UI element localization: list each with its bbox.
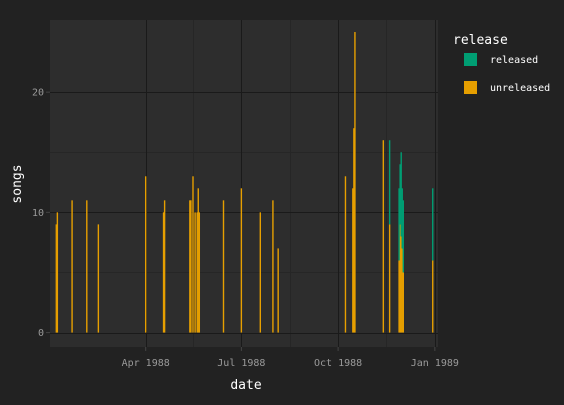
bar-unreleased <box>145 176 146 332</box>
bar-released <box>432 188 433 260</box>
plot-panel <box>50 20 438 347</box>
legend-title: release <box>453 33 508 48</box>
bar-unreleased <box>432 260 433 332</box>
x-tick-label: Apr 1988 <box>122 358 170 369</box>
x-axis-title: date <box>230 378 261 393</box>
bar-unreleased <box>199 212 200 332</box>
y-axis: 0 10 20 <box>32 88 50 339</box>
bar-unreleased <box>192 176 193 332</box>
bar-unreleased <box>272 200 273 332</box>
legend: release released unreleased <box>453 33 550 94</box>
bar-unreleased <box>98 224 99 332</box>
x-tick-label: Jul 1988 <box>217 358 265 369</box>
bar-unreleased <box>403 272 404 332</box>
y-axis-title: songs <box>10 164 25 203</box>
bar-unreleased <box>223 200 224 332</box>
legend-label-released: released <box>490 55 538 66</box>
x-tick-label: Jan 1989 <box>411 358 459 369</box>
y-tick-label: 10 <box>32 208 44 219</box>
bar-unreleased <box>86 200 87 332</box>
bar-unreleased <box>389 224 390 332</box>
y-tick-label: 20 <box>32 88 44 99</box>
x-tick-label: Oct 1988 <box>314 358 362 369</box>
bar-unreleased <box>71 200 72 332</box>
legend-swatch-unreleased <box>464 81 477 94</box>
bar-unreleased <box>241 188 242 332</box>
bar-unreleased <box>354 32 355 333</box>
bar-released <box>389 140 390 224</box>
bar-unreleased <box>164 200 165 332</box>
bar-released <box>403 200 404 272</box>
y-tick-label: 0 <box>38 328 44 339</box>
bar-unreleased <box>260 212 261 332</box>
legend-label-unreleased: unreleased <box>490 83 550 94</box>
bar-unreleased <box>194 212 195 332</box>
bar-unreleased <box>383 140 384 332</box>
bar-unreleased <box>345 176 346 332</box>
legend-swatch-released <box>464 53 477 66</box>
bar-unreleased <box>57 212 58 332</box>
bar-unreleased <box>277 248 278 332</box>
x-axis: Apr 1988 Jul 1988 Oct 1988 Jan 1989 <box>122 347 459 369</box>
bar-unreleased <box>190 200 191 332</box>
